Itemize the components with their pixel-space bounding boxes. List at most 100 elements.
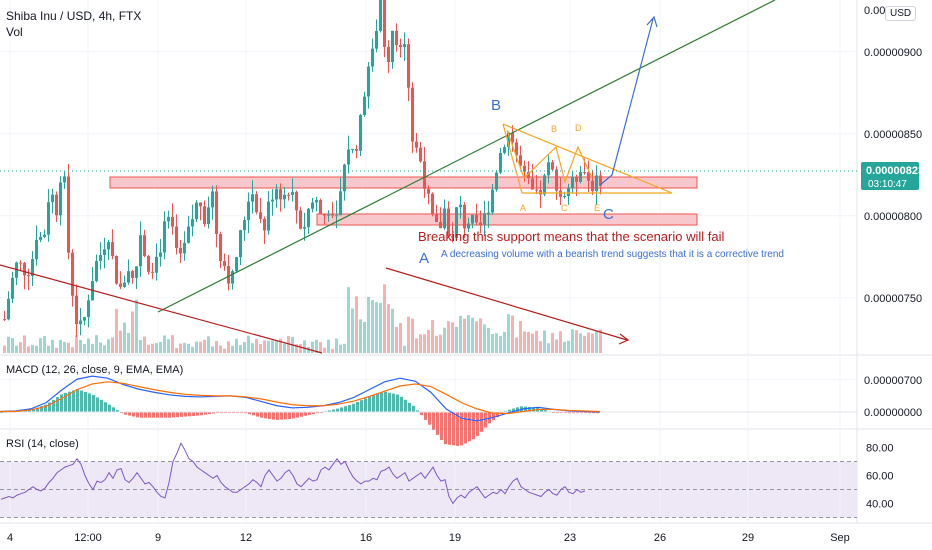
volume-bar	[239, 345, 242, 353]
macd-histogram-bar	[540, 408, 543, 412]
volume-bar	[327, 339, 330, 353]
macd-histogram-bar	[420, 412, 423, 416]
volume-bar	[471, 317, 474, 353]
volume-bar	[375, 302, 378, 353]
candle-body	[267, 201, 270, 231]
price-tick-label: 0.00000900	[864, 47, 922, 59]
candle-body	[543, 175, 546, 195]
candle-body	[175, 226, 178, 249]
macd-histogram-bar	[464, 412, 467, 444]
macd-histogram-bar	[84, 391, 87, 412]
volume-bar	[451, 322, 454, 353]
candle-body	[563, 196, 566, 198]
candles	[3, 0, 602, 337]
volume-bar	[267, 340, 270, 353]
volume-bar	[523, 331, 526, 353]
macd-histogram-bar	[208, 412, 211, 415]
price-tick-label: 0.00000750	[864, 293, 922, 305]
macd-histogram-bar	[60, 394, 63, 412]
candle-body	[567, 187, 570, 197]
candle-body	[475, 214, 478, 223]
candle-body	[23, 262, 26, 276]
candle-body	[207, 207, 210, 224]
candle-body	[151, 271, 154, 273]
candle-body	[491, 189, 494, 213]
currency-button[interactable]: USD	[885, 6, 917, 21]
volume-bar	[251, 343, 254, 353]
macd-histogram-bar	[312, 412, 315, 415]
candle-body	[291, 191, 294, 195]
time-tick-label: 26	[654, 532, 666, 544]
volume-bar	[495, 333, 498, 353]
macd-histogram-bar	[296, 412, 299, 418]
candle-body	[499, 152, 502, 173]
macd-histogram-bar	[108, 404, 111, 412]
candle-body	[51, 194, 54, 203]
macd-histogram-bar	[444, 412, 447, 445]
macd-histogram-bar	[388, 392, 391, 412]
candle-body	[307, 208, 310, 228]
volume-bar	[99, 342, 102, 353]
macd-histogram-bar	[292, 412, 295, 419]
volume-bar	[431, 320, 434, 353]
last-price-tag	[861, 162, 919, 190]
arrowhead-red	[618, 333, 630, 345]
macd-histogram-bar	[300, 412, 303, 417]
candle-body	[287, 194, 290, 196]
trendline-red-right	[385, 267, 628, 341]
macd-histogram-bar	[152, 412, 155, 418]
volume-bar	[515, 337, 518, 353]
volume-bar	[499, 336, 502, 353]
candle-body	[191, 219, 194, 227]
macd-histogram-bar	[116, 410, 119, 412]
macd-histogram-bar	[112, 407, 115, 412]
candle-body	[275, 189, 278, 200]
macd-histogram-bar	[276, 412, 279, 420]
volume-bar	[343, 343, 346, 353]
macd-histogram-bar	[356, 401, 359, 412]
candle-body	[11, 277, 14, 299]
candle-body	[279, 189, 282, 200]
candle-body	[339, 191, 342, 216]
volume-bar	[367, 297, 370, 353]
candle-body	[31, 259, 34, 277]
volume-bar	[427, 329, 430, 353]
candle-body	[407, 44, 410, 88]
candle-body	[511, 132, 514, 143]
candle-body	[67, 176, 70, 253]
volume-bar	[35, 345, 38, 353]
macd-histogram-bar	[440, 412, 443, 440]
volume-bar	[599, 329, 602, 353]
macd-histogram-bar	[156, 412, 159, 418]
volume-label[interactable]: Vol	[6, 25, 23, 39]
macd-histogram-bar	[284, 412, 287, 420]
volume-bar	[235, 338, 238, 353]
macd-histogram-bar	[36, 407, 39, 412]
macd-line	[0, 375, 601, 422]
grid	[0, 0, 857, 523]
volume-bar	[259, 344, 262, 353]
candle-body	[171, 216, 174, 227]
candle-body	[183, 242, 186, 254]
volume-bar	[47, 345, 50, 353]
volume-bar	[303, 340, 306, 353]
volume-bar	[231, 345, 234, 353]
candle-body	[243, 220, 246, 231]
volume-bar	[591, 333, 594, 353]
candle-body	[27, 275, 30, 277]
macd-histogram-bar	[128, 412, 131, 416]
volume-bar	[299, 344, 302, 353]
macd-histogram-bar	[496, 412, 499, 418]
macd-histogram-bar	[472, 412, 475, 440]
macd-histogram-bar	[268, 412, 271, 419]
time-tick-label: 23	[564, 532, 576, 544]
macd-histogram-bar	[404, 399, 407, 412]
macd-histogram-bar	[184, 412, 187, 417]
symbol-title[interactable]: Shiba Inu / USD, 4h, FTX	[6, 9, 142, 23]
macd-histogram-bar	[72, 390, 75, 412]
candle-body	[271, 199, 274, 202]
volume-bar	[27, 346, 30, 353]
candle-body	[303, 227, 306, 229]
volume-bar	[295, 344, 298, 353]
